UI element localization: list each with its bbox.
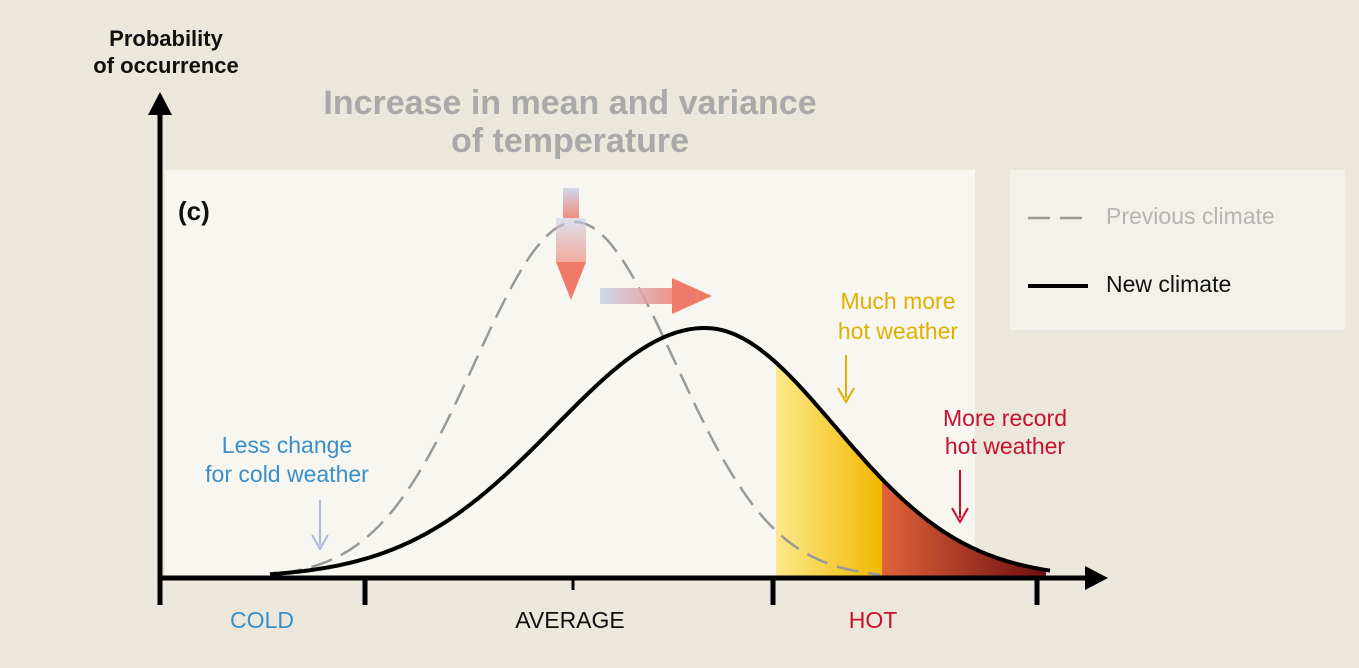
record-pointer-head (951, 507, 969, 525)
annotation: More record (943, 405, 1067, 431)
down-arrow-head (556, 262, 586, 300)
annotation: hot weather (838, 318, 959, 344)
legend-entry: Previous climate (1106, 203, 1275, 229)
annotation: Much more (840, 288, 955, 314)
cold-pointer-head (311, 534, 329, 552)
y-axis-arrow (148, 92, 172, 115)
x-label: HOT (849, 607, 898, 633)
legend-box (1010, 170, 1345, 330)
annotation: Less change (222, 432, 352, 458)
annotation: hot weather (945, 433, 1066, 459)
annotation: for cold weather (205, 461, 369, 487)
x-axis-arrow (1085, 566, 1108, 590)
shaded-area (882, 479, 1046, 578)
shaded-area (776, 362, 882, 578)
down-arrow-shaft (556, 218, 586, 262)
x-label: AVERAGE (515, 607, 625, 633)
title: of temperature (451, 122, 689, 160)
right-arrow (600, 288, 680, 304)
shaded-areas (776, 362, 1046, 578)
down-arrow (563, 188, 579, 218)
x-label: COLD (230, 607, 294, 633)
axis-label: of occurrence (93, 53, 239, 78)
right-arrow-head (672, 278, 712, 314)
panel-label: (c) (178, 196, 210, 226)
axis-label: Probability (109, 26, 223, 51)
title: Increase in mean and variance (323, 84, 816, 122)
hot-pointer-head (837, 387, 855, 405)
new-curve (269, 326, 1051, 577)
legend-entry: New climate (1106, 271, 1231, 297)
